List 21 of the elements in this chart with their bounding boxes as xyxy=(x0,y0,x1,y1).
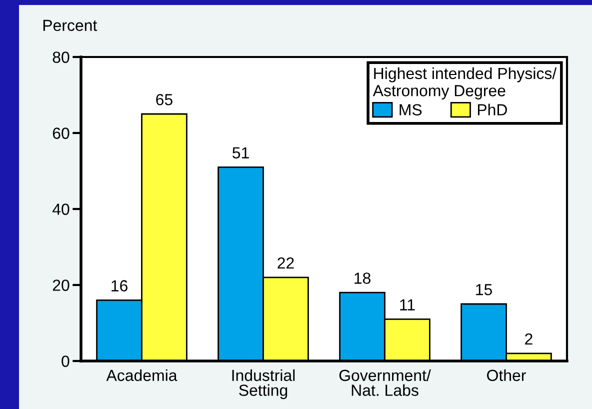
data-label: 16 xyxy=(112,280,128,292)
y-tick-label: 0 xyxy=(62,356,70,367)
data-label: 2 xyxy=(525,333,532,345)
data-label: 11 xyxy=(400,299,415,310)
x-tick-label: Industrial Setting xyxy=(232,369,295,400)
x-tick-label: Government/ Nat. Labs xyxy=(339,369,431,396)
y-tick-label: 40 xyxy=(52,204,70,215)
data-label: 15 xyxy=(476,284,492,296)
x-tick-label: Academia xyxy=(106,369,178,382)
y-tick-label: 60 xyxy=(52,128,70,139)
data-label: 65 xyxy=(156,94,172,106)
legend-label: PhD xyxy=(478,104,507,116)
y-tick-label: 80 xyxy=(52,52,70,63)
legend-title: Highest intended Physics/ Astronomy Degree xyxy=(372,67,557,100)
data-label: 18 xyxy=(354,272,370,284)
data-label: 51 xyxy=(232,147,249,158)
data-label: 22 xyxy=(278,257,294,269)
legend-label: MS xyxy=(400,104,422,116)
y-axis-title: Percent xyxy=(43,20,98,32)
x-tick-label: Other xyxy=(487,369,526,382)
y-tick-label: 20 xyxy=(52,280,70,291)
